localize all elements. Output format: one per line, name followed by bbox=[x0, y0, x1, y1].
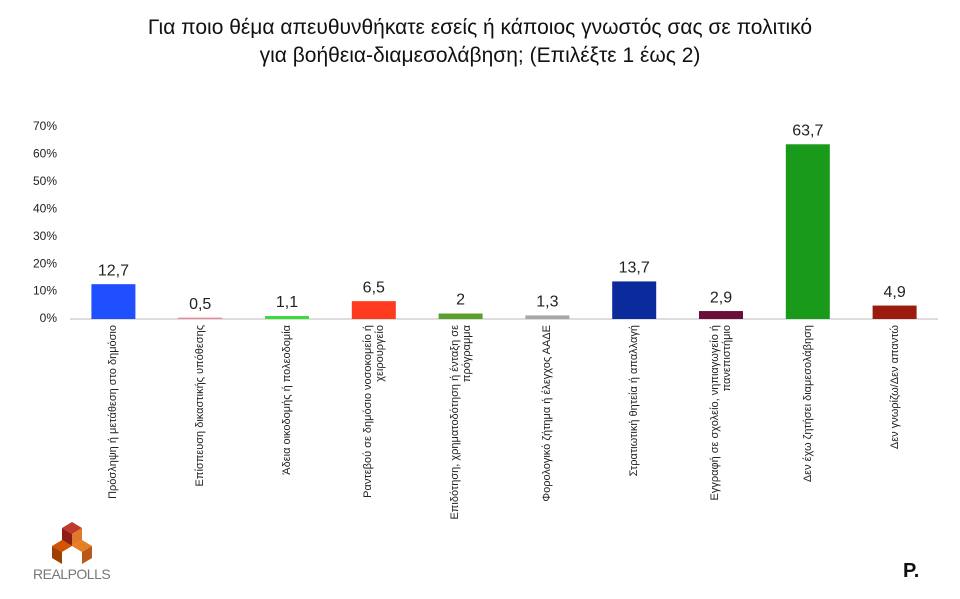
chart-title: Για ποιο θέμα απευθυνθήκατε εσείς ή κάπο… bbox=[0, 14, 960, 70]
y-tick-label: 30% bbox=[33, 229, 57, 243]
value-label: 2,9 bbox=[710, 289, 732, 306]
value-label: 2 bbox=[456, 292, 465, 309]
x-tick-label: Φορολογικό ζήτημα ή έλεγχος ΑΑΔΕ bbox=[541, 325, 554, 502]
bar bbox=[178, 317, 223, 319]
y-tick-label: 60% bbox=[33, 147, 57, 161]
bar bbox=[785, 144, 830, 319]
x-tick-label: Ραντεβού σε δημόσιο νοσοκομείο ή χειρουρ… bbox=[361, 325, 386, 498]
x-tick-label: Επίσπευση δικαστικής υπόθεσης bbox=[194, 325, 207, 487]
value-label: 63,7 bbox=[792, 122, 823, 139]
bar bbox=[699, 311, 743, 319]
x-tick-label: Εγγραφή σε σχολείο, νηπιαγωγείο ή πανεπι… bbox=[709, 325, 733, 501]
publisher-logo: P. bbox=[903, 560, 920, 582]
bar bbox=[265, 315, 309, 319]
value-label: 12,7 bbox=[98, 262, 129, 279]
bar bbox=[91, 284, 136, 319]
x-tick-label: Δεν έχω ζητήσει διαμεσολάβηση bbox=[801, 325, 814, 483]
title-line: για βοήθεια-διαμεσολάβηση; (Επιλέξτε 1 έ… bbox=[259, 44, 701, 67]
bar bbox=[438, 313, 483, 319]
value-label: 4,9 bbox=[883, 284, 905, 301]
y-tick-label: 70% bbox=[33, 119, 57, 133]
logo-icon bbox=[52, 522, 92, 564]
bar bbox=[525, 315, 570, 319]
x-tick-label: Πρόσληψη ή μετάθεση στο δημόσιο bbox=[107, 325, 120, 499]
y-tick-label: 0% bbox=[40, 311, 58, 325]
y-tick-label: 10% bbox=[33, 284, 57, 298]
x-tick-label: Δεν γνωρίζω/Δεν απαντώ bbox=[888, 325, 901, 450]
value-label: 0,5 bbox=[189, 296, 211, 313]
x-tick-label: Επιδότηση, χρηματοδότηση ή ένταξη σε πρό… bbox=[448, 325, 473, 520]
title-line: Για ποιο θέμα απευθυνθήκατε εσείς ή κάπο… bbox=[147, 16, 813, 39]
x-tick-label: Άδεια οικοδομής ή πολεοδομία bbox=[281, 325, 293, 475]
value-label: 1,1 bbox=[276, 294, 298, 311]
bar bbox=[612, 281, 657, 319]
y-tick-label: 20% bbox=[33, 256, 57, 270]
value-label: 1,3 bbox=[536, 294, 558, 311]
bar bbox=[351, 301, 396, 319]
bar bbox=[872, 305, 917, 319]
value-label: 13,7 bbox=[619, 260, 650, 277]
source-logo: REALPOLLS bbox=[33, 566, 111, 582]
y-tick-label: 50% bbox=[33, 174, 57, 188]
value-label: 6,5 bbox=[363, 279, 385, 296]
y-tick-label: 40% bbox=[33, 201, 57, 215]
x-tick-label: Στρατιωτική θητεία ή απαλλαγή bbox=[628, 325, 641, 477]
